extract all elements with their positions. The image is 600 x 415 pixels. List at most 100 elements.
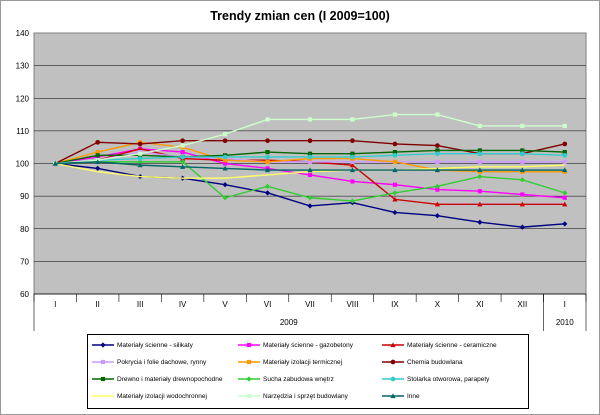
data-point	[307, 203, 313, 209]
data-point	[180, 138, 185, 144]
data-point	[222, 182, 228, 188]
x-tick-label: I	[54, 300, 56, 309]
data-point	[180, 154, 185, 160]
data-point	[520, 159, 525, 164]
x-tick-label: IX	[391, 300, 399, 309]
y-tick-label: 90	[20, 192, 29, 201]
data-point	[562, 167, 568, 173]
data-point	[562, 190, 568, 196]
data-point	[392, 141, 398, 147]
legend-swatch	[238, 342, 260, 348]
data-point	[520, 123, 525, 129]
data-point	[562, 221, 568, 227]
data-point	[307, 138, 313, 144]
series	[52, 151, 568, 166]
data-point	[180, 164, 186, 169]
x-tick-label: VIII	[346, 300, 358, 309]
data-point	[519, 224, 525, 230]
data-point	[519, 201, 525, 207]
data-point	[477, 159, 482, 164]
data-point	[562, 141, 568, 147]
data-point	[349, 198, 356, 204]
data-point	[350, 151, 355, 156]
data-point	[390, 359, 396, 365]
data-point	[222, 161, 228, 166]
data-point	[477, 151, 483, 157]
data-point	[307, 195, 313, 201]
legend-item: Pokrycia i folie dachowe, rynny	[92, 355, 206, 369]
data-point	[246, 376, 252, 382]
data-point	[392, 182, 398, 187]
legend-item: Materiały izolacji wodochronnej	[92, 389, 207, 403]
data-point	[138, 151, 143, 156]
data-point	[246, 393, 252, 399]
x-tick-label: XII	[517, 300, 527, 309]
data-point	[265, 138, 270, 144]
data-point	[307, 172, 313, 177]
data-point	[137, 146, 143, 151]
x-tick-label: IV	[179, 300, 187, 309]
data-point	[265, 117, 270, 122]
data-point	[307, 154, 313, 160]
data-point	[95, 159, 101, 164]
data-point	[350, 138, 355, 144]
data-point	[477, 219, 483, 225]
data-point	[477, 173, 483, 180]
legend-item: Stolarka otworowa, parapety	[382, 372, 489, 386]
data-point	[95, 150, 100, 155]
legend-item: Inne	[382, 389, 420, 403]
legend-item: Chemia budowlana	[382, 355, 463, 369]
data-point	[520, 148, 525, 153]
x-tick-label: I	[564, 300, 566, 309]
data-point	[392, 159, 398, 164]
legend-label: Stolarka otworowa, parapety	[407, 375, 490, 383]
legend-swatch	[92, 359, 114, 365]
data-point	[477, 167, 483, 173]
legend-swatch	[238, 376, 260, 382]
legend-swatch	[238, 393, 260, 399]
legend-label: Materiały izolacji termicznej	[263, 358, 343, 366]
data-point	[307, 159, 313, 164]
data-point	[392, 190, 398, 196]
y-tick-label: 130	[16, 62, 30, 71]
data-point	[519, 151, 525, 157]
data-point	[265, 159, 270, 164]
legend-item: Materiały ścienne - gazobetony	[238, 338, 353, 352]
data-point	[52, 160, 58, 166]
legend-item: Materiały ścienne - silikaty	[92, 338, 193, 352]
data-point	[434, 201, 440, 207]
legend-label: Chemia budowlana	[407, 358, 463, 366]
data-point	[390, 342, 396, 348]
data-point	[562, 153, 568, 158]
data-point	[95, 139, 101, 145]
legend-label: Inne	[407, 392, 420, 400]
legend-item: Drewno i materiały drewnopochodne	[92, 372, 223, 386]
data-point	[222, 154, 228, 160]
legend-swatch	[238, 359, 260, 365]
legend-swatch	[382, 359, 404, 365]
data-point	[265, 150, 270, 155]
legend-swatch	[92, 395, 114, 397]
x-tick-label: III	[137, 300, 144, 309]
data-point	[350, 154, 355, 160]
data-point	[349, 162, 356, 168]
data-point	[392, 112, 398, 117]
data-point	[435, 151, 440, 157]
data-point	[562, 201, 568, 207]
data-point	[562, 150, 567, 155]
data-point	[137, 162, 143, 168]
y-tick-label: 140	[16, 29, 30, 38]
data-point	[264, 190, 271, 196]
data-point	[180, 159, 186, 165]
y-tick-label: 120	[16, 94, 30, 103]
legend-label: Materiały ścienne - silikaty	[117, 341, 193, 349]
data-point	[180, 143, 185, 148]
legend-swatch	[92, 376, 114, 382]
legend-swatch	[382, 342, 404, 348]
data-point	[222, 138, 228, 144]
legend-label: Pokrycia i folie dachowe, rynny	[117, 358, 207, 366]
data-point	[435, 143, 440, 148]
data-point	[477, 201, 483, 207]
legend-swatch	[382, 376, 404, 382]
